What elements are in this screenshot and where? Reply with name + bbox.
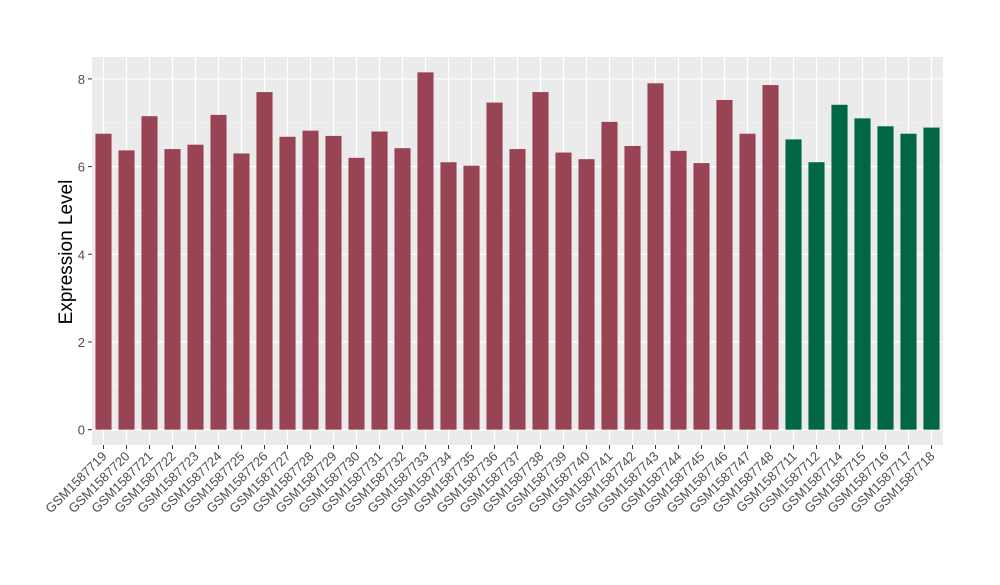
bar-GSM1587715 — [854, 118, 871, 430]
bar-GSM1587733 — [417, 72, 434, 430]
y-tick-label: 4 — [78, 247, 85, 262]
bar-GSM1587747 — [739, 133, 756, 430]
bar-GSM1587735 — [463, 165, 480, 430]
bar-GSM1587716 — [877, 126, 894, 430]
bar-GSM1587748 — [762, 85, 779, 430]
bar-GSM1587736 — [486, 102, 503, 430]
y-tick-label: 2 — [78, 335, 85, 350]
bar-GSM1587740 — [578, 159, 595, 430]
bar-GSM1587723 — [187, 144, 204, 430]
bar-GSM1587727 — [279, 136, 296, 430]
bar-GSM1587734 — [440, 162, 457, 430]
bar-GSM1587718 — [923, 127, 940, 430]
bar-GSM1587746 — [716, 99, 733, 430]
y-tick-label: 6 — [78, 160, 85, 175]
bar-GSM1587722 — [164, 149, 181, 430]
x-axis: GSM1587719GSM1587720GSM1587721GSM1587722… — [42, 445, 938, 516]
bar-GSM1587745 — [693, 163, 710, 430]
bar-GSM1587721 — [141, 116, 158, 430]
y-tick-label: 8 — [78, 72, 85, 87]
bar-GSM1587728 — [302, 130, 319, 430]
bar-GSM1587741 — [601, 121, 618, 430]
bars — [95, 72, 940, 430]
bar-GSM1587719 — [95, 133, 112, 430]
bar-GSM1587724 — [210, 114, 227, 430]
bar-GSM1587711 — [785, 139, 802, 430]
y-axis: 0 2 4 6 8 — [78, 72, 92, 438]
bar-GSM1587744 — [670, 150, 687, 430]
bar-GSM1587726 — [256, 92, 273, 430]
bar-GSM1587742 — [624, 145, 641, 430]
bar-GSM1587717 — [900, 133, 917, 430]
bar-GSM1587725 — [233, 153, 250, 430]
bar-GSM1587720 — [118, 150, 135, 430]
y-tick-label: 0 — [78, 423, 85, 438]
bar-GSM1587714 — [831, 104, 848, 430]
bar-GSM1587732 — [394, 148, 411, 430]
bar-GSM1587730 — [348, 157, 365, 430]
bar-GSM1587712 — [808, 162, 825, 430]
bar-GSM1587738 — [532, 92, 549, 430]
bar-GSM1587729 — [325, 135, 342, 430]
bar-GSM1587743 — [647, 83, 664, 430]
y-axis-title: Expression Level — [56, 180, 77, 325]
bar-GSM1587737 — [509, 149, 526, 430]
bar-GSM1587739 — [555, 152, 572, 430]
bar-GSM1587731 — [371, 131, 388, 430]
